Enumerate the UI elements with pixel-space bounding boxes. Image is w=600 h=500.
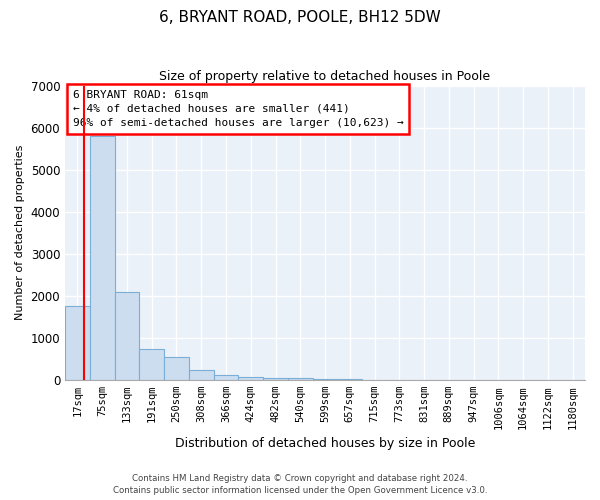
Text: 6 BRYANT ROAD: 61sqm
← 4% of detached houses are smaller (441)
96% of semi-detac: 6 BRYANT ROAD: 61sqm ← 4% of detached ho… — [73, 90, 404, 128]
Bar — [189, 370, 214, 380]
Y-axis label: Number of detached properties: Number of detached properties — [15, 145, 25, 320]
Bar — [115, 292, 139, 380]
Bar — [164, 357, 189, 380]
Bar — [337, 379, 362, 380]
Bar — [263, 378, 288, 380]
Bar — [90, 136, 115, 380]
Text: Contains HM Land Registry data © Crown copyright and database right 2024.
Contai: Contains HM Land Registry data © Crown c… — [113, 474, 487, 495]
Bar — [65, 306, 90, 380]
Bar — [214, 374, 238, 380]
Title: Size of property relative to detached houses in Poole: Size of property relative to detached ho… — [160, 70, 491, 83]
Bar — [238, 376, 263, 380]
Bar — [288, 378, 313, 380]
Text: 6, BRYANT ROAD, POOLE, BH12 5DW: 6, BRYANT ROAD, POOLE, BH12 5DW — [159, 10, 441, 25]
X-axis label: Distribution of detached houses by size in Poole: Distribution of detached houses by size … — [175, 437, 475, 450]
Bar — [139, 348, 164, 380]
Bar — [313, 379, 337, 380]
